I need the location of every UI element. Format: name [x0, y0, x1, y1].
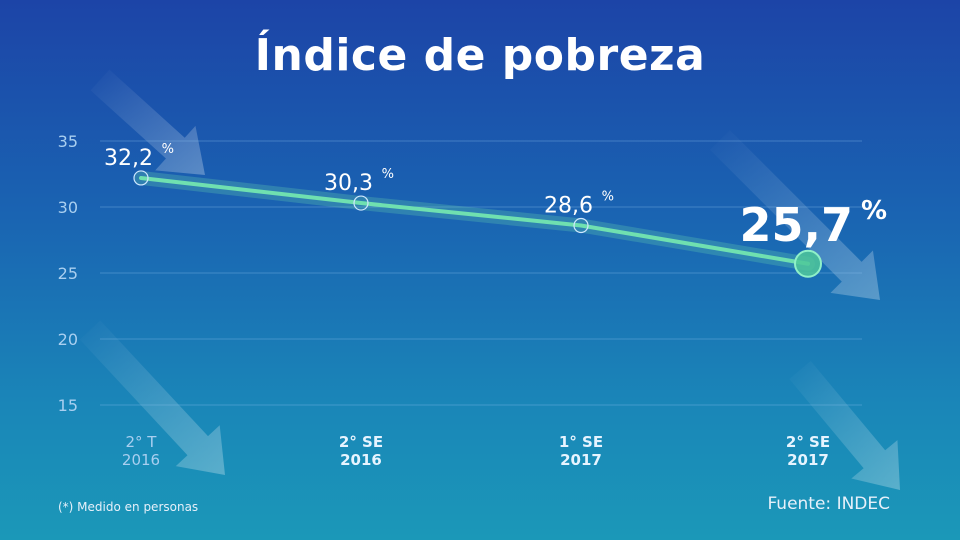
data-point [133, 170, 149, 186]
data-label: 28,6 [544, 193, 593, 218]
x-tick-label: 2° SE 2017 [786, 433, 830, 469]
x-axis-ticks: 2° T 2016 2° SE 2016 1° SE 2017 2° SE 2017 [122, 433, 830, 469]
y-tick-label: 25 [58, 264, 78, 283]
decor-arrow [90, 69, 205, 175]
data-label-unit: % [861, 196, 887, 226]
y-tick-label: 30 [58, 198, 78, 217]
data-labels: 32,2 %30,3 %28,6 %25,7% [104, 142, 887, 252]
footnote: (*) Medido en personas [58, 500, 199, 514]
data-point [794, 249, 822, 278]
data-label-unit: % [602, 189, 614, 204]
y-axis-ticks: 35 30 25 20 15 [58, 132, 78, 415]
x-tick-label: 1° SE 2017 [559, 433, 603, 469]
data-point [353, 195, 369, 211]
data-label: 32,2 [104, 146, 153, 171]
source-note: Fuente: INDEC [767, 494, 890, 514]
data-point [573, 217, 589, 234]
y-tick-label: 15 [58, 396, 78, 415]
data-label-unit: % [162, 142, 174, 157]
decor-arrow [79, 320, 226, 475]
grid-lines [100, 140, 862, 406]
y-tick-label: 20 [58, 330, 78, 349]
data-label: 30,3 [324, 171, 373, 196]
background-arrows [79, 69, 900, 490]
chart-title: Índice de pobreza [254, 30, 706, 81]
decor-arrow [789, 361, 900, 490]
x-tick-label: 2° T 2016 [122, 433, 160, 469]
decor-arrow [710, 130, 880, 300]
data-label-unit: % [382, 167, 394, 182]
y-tick-label: 35 [58, 132, 78, 151]
poverty-series [133, 170, 822, 278]
series-line [139, 175, 810, 266]
data-label: 25,7 [740, 198, 854, 252]
x-tick-label: 2° SE 2016 [339, 433, 383, 469]
